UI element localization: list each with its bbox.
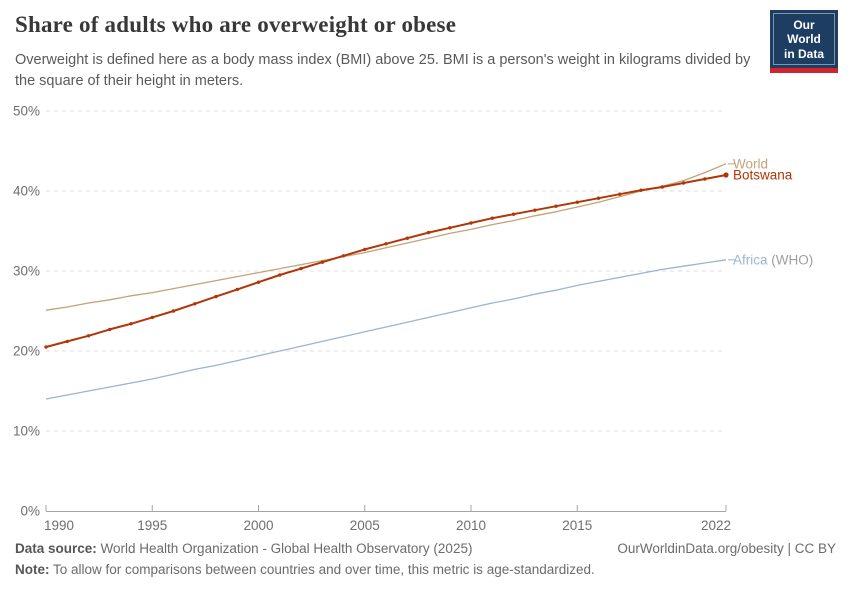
data-point-botswana-2004[interactable] <box>341 254 346 258</box>
data-point-botswana-1999[interactable] <box>235 287 239 292</box>
y-tick-label-30: 30% <box>13 264 40 279</box>
series-line-africa-who[interactable] <box>45 259 727 400</box>
data-point-botswana-1990[interactable] <box>44 345 48 349</box>
y-tick-label-40: 40% <box>13 184 40 199</box>
series-line-world[interactable] <box>45 163 727 311</box>
x-tick-label-1995: 1995 <box>137 518 167 533</box>
data-source-value: World Health Organization - Global Healt… <box>96 541 473 556</box>
data-point-botswana-2018[interactable] <box>639 188 643 192</box>
data-point-botswana-2009[interactable] <box>448 226 452 230</box>
x-tick-label-2000: 2000 <box>243 518 273 533</box>
chart-note-text: Note: To allow for comparisons between c… <box>15 562 836 577</box>
data-point-botswana-2011[interactable] <box>490 216 494 220</box>
data-point-botswana-2012[interactable] <box>511 212 516 216</box>
x-tick-label-1990: 1990 <box>44 518 74 533</box>
data-point-botswana-2008[interactable] <box>426 230 431 235</box>
data-point-botswana-2007[interactable] <box>405 236 409 240</box>
series-line-botswana[interactable] <box>45 174 727 348</box>
data-point-botswana-1995[interactable] <box>150 315 154 320</box>
data-point-botswana-2017[interactable] <box>618 192 622 196</box>
data-point-botswana-1998[interactable] <box>214 294 218 299</box>
data-point-botswana-2013[interactable] <box>533 208 537 212</box>
data-point-botswana-1991[interactable] <box>65 339 70 344</box>
data-point-botswana-1993[interactable] <box>108 327 112 332</box>
data-point-botswana-1992[interactable] <box>86 334 91 338</box>
y-tick-label-20: 20% <box>13 344 40 359</box>
chart-note-label: Note: <box>15 562 50 577</box>
data-point-botswana-2000[interactable] <box>256 280 261 284</box>
data-point-botswana-2003[interactable] <box>320 260 324 264</box>
y-tick-label-50: 50% <box>13 104 40 119</box>
series-label-botswana[interactable]: Botswana <box>733 168 793 183</box>
data-point-botswana-2014[interactable] <box>554 204 558 208</box>
data-point-botswana-2006[interactable] <box>384 242 388 246</box>
data-point-botswana-2015[interactable] <box>575 200 579 204</box>
data-point-botswana-2021[interactable] <box>703 177 707 181</box>
x-tick-label-2010: 2010 <box>456 518 486 533</box>
x-tick-label-2005: 2005 <box>350 518 380 533</box>
chart-title: Share of adults who are overweight or ob… <box>15 12 457 37</box>
data-source-label: Data source: <box>15 541 97 556</box>
y-tick-label-10: 10% <box>13 424 40 439</box>
chart-subtitle: Overweight is defined here as a body mas… <box>15 52 751 89</box>
data-point-botswana-2016[interactable] <box>596 196 601 200</box>
owid-logo-text: Our World in Data <box>773 13 835 66</box>
chart-note-value: To allow for comparisons between countri… <box>49 562 595 577</box>
data-point-botswana-2002[interactable] <box>299 266 303 271</box>
owid-logo-line2: in Data <box>783 46 824 61</box>
series-label-africa-who[interactable]: Africa (WHO) <box>733 252 813 267</box>
x-tick-label-2015: 2015 <box>562 518 592 533</box>
data-point-botswana-2022[interactable] <box>723 172 729 178</box>
data-point-botswana-2010[interactable] <box>469 221 473 225</box>
owid-citation-link[interactable]: OurWorldinData.org/obesity | CC BY <box>617 541 836 556</box>
x-tick-label-2022: 2022 <box>701 518 731 533</box>
data-point-botswana-2020[interactable] <box>681 181 686 185</box>
data-point-botswana-2005[interactable] <box>363 247 367 252</box>
data-point-botswana-1997[interactable] <box>193 302 197 306</box>
y-tick-label-0: 0% <box>20 504 40 519</box>
series-label-world[interactable]: World <box>733 156 768 171</box>
data-point-botswana-1994[interactable] <box>129 322 133 326</box>
data-point-botswana-2019[interactable] <box>660 185 664 189</box>
chart-footer: Data source: World Health Organization -… <box>15 541 836 583</box>
data-point-botswana-1996[interactable] <box>171 309 176 313</box>
owid-logo[interactable]: Our World in Data <box>770 10 838 74</box>
data-source-text: Data source: World Health Organization -… <box>15 541 472 556</box>
owid-logo-line1: Our World <box>787 18 821 47</box>
data-point-botswana-2001[interactable] <box>278 273 282 277</box>
